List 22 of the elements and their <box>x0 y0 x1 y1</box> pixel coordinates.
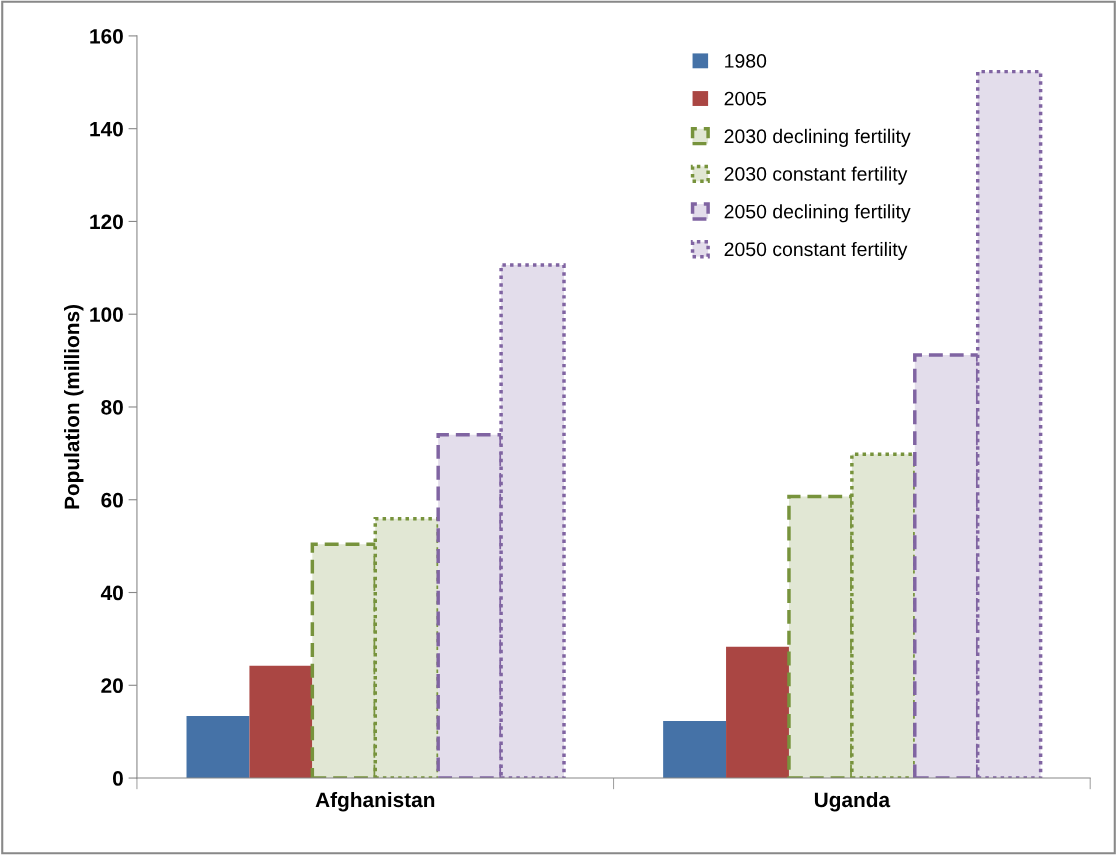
y-tick-label: 60 <box>101 492 123 508</box>
y-axis-title: Population (millions) <box>64 305 84 509</box>
legend-label: 1980 <box>725 54 767 68</box>
y-tick-label: 0 <box>112 771 123 786</box>
legend-label: 2030 constant fertility <box>724 166 908 185</box>
y-tick-label: 80 <box>101 399 123 415</box>
bar <box>249 665 313 779</box>
bar <box>663 721 727 779</box>
y-tick-label: 40 <box>100 585 123 601</box>
x-tick-label: Uganda <box>814 791 891 812</box>
legend-label: 2050 constant fertility <box>724 241 908 261</box>
legend-label: 2050 declining fertility <box>724 204 911 223</box>
y-tick-label: 140 <box>90 121 123 137</box>
y-tick-label: 100 <box>90 307 123 322</box>
y-tick-label: 160 <box>90 28 123 44</box>
legend-label: 2030 declining fertility <box>724 128 911 147</box>
x-tick-label: Afghanistan <box>315 791 435 812</box>
bar <box>726 646 789 779</box>
bar <box>186 715 250 779</box>
y-tick-label: 120 <box>90 214 123 230</box>
legend-label: 2005 <box>724 91 767 106</box>
y-tick-label: 20 <box>101 678 123 694</box>
